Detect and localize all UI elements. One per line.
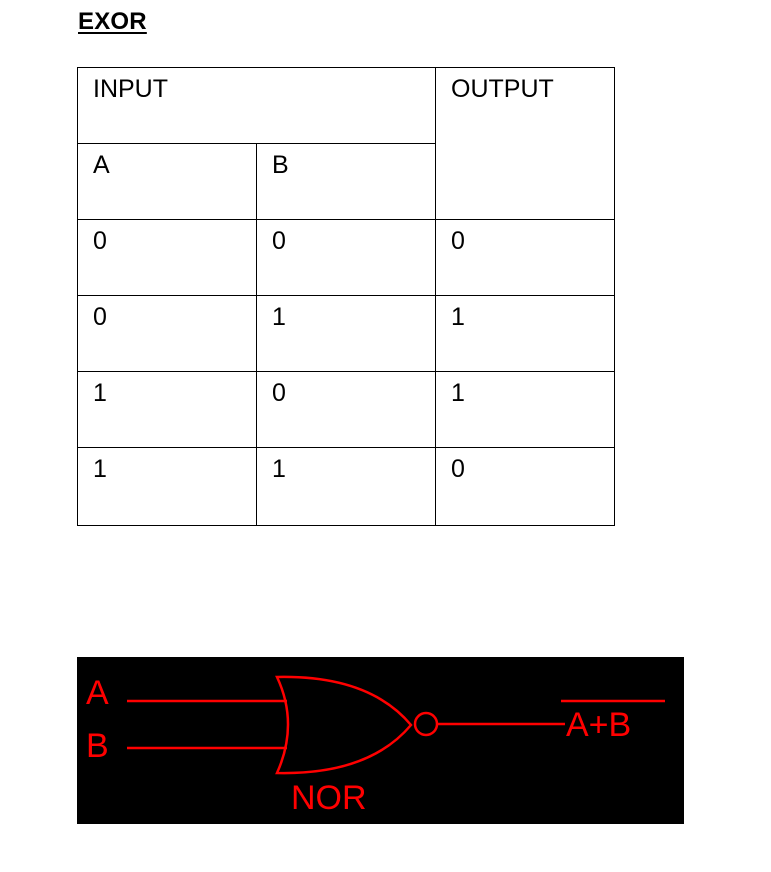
table-row: 0 1 1	[77, 295, 615, 372]
cell-a: 1	[77, 371, 257, 448]
cell-output: 1	[435, 295, 615, 372]
input-b-label: B	[86, 727, 109, 765]
header-output: OUTPUT	[435, 67, 615, 220]
cell-a: 0	[77, 219, 257, 296]
cell-b: 0	[256, 371, 436, 448]
cell-output: 0	[435, 219, 615, 296]
table-row: 1 0 1	[77, 371, 615, 448]
cell-b: 0	[256, 219, 436, 296]
page-heading: EXOR	[78, 8, 147, 35]
cell-a: 0	[77, 295, 257, 372]
table-row: 0 0 0	[77, 219, 615, 296]
cell-a: 1	[77, 447, 257, 526]
cell-b: 1	[256, 295, 436, 372]
cell-output: 1	[435, 371, 615, 448]
inversion-bubble	[413, 711, 439, 737]
nor-gate-body	[275, 675, 413, 775]
cell-output: 0	[435, 447, 615, 526]
subheader-a: A	[77, 143, 257, 220]
gate-name-label: NOR	[291, 779, 367, 817]
truth-table: INPUT OUTPUT A B 0 0 0 0 1 1 1 0 1 1 1 0	[77, 67, 615, 526]
input-a-label: A	[86, 674, 109, 712]
subheader-b: B	[256, 143, 436, 220]
header-input: INPUT	[77, 67, 436, 144]
output-label: A+B	[566, 706, 631, 744]
nor-gate-diagram: A B A+B NOR	[77, 657, 684, 824]
nor-gate-svg: A B A+B NOR	[86, 674, 665, 817]
table-row: 1 1 0	[77, 447, 615, 526]
cell-b: 1	[256, 447, 436, 526]
